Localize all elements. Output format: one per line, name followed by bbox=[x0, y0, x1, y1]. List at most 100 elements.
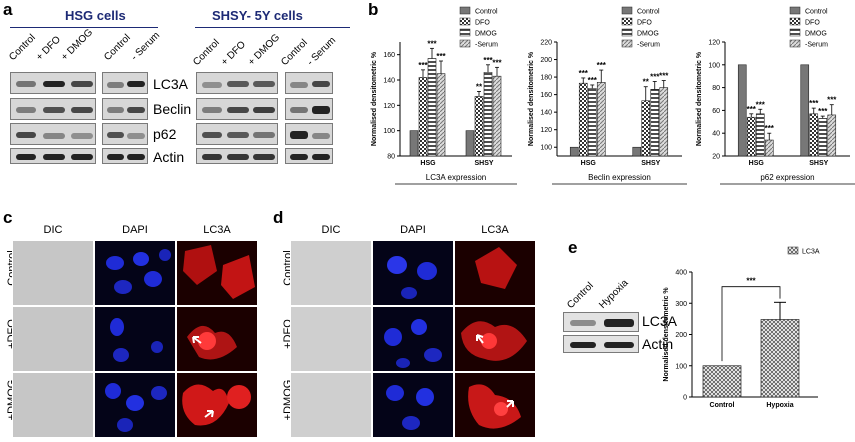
bar bbox=[596, 82, 606, 157]
micrograph-dic-control bbox=[290, 240, 372, 306]
significance-mark: *** bbox=[650, 72, 660, 81]
x-tick-label: HSG bbox=[420, 160, 436, 167]
bar bbox=[760, 319, 800, 398]
bar bbox=[578, 82, 588, 157]
micrograph-dapi-dfo bbox=[372, 306, 454, 372]
bar bbox=[632, 146, 642, 157]
chart-lc3a-expression: 80 100 120 140 160 Normalised densitometric %… bbox=[371, 6, 517, 185]
y-tick-label: 200 bbox=[540, 57, 552, 64]
legend-label: DMOG bbox=[637, 31, 659, 38]
significance-mark: *** bbox=[827, 96, 837, 105]
row-label-actin: Actin bbox=[153, 149, 185, 165]
legend-label: DFO bbox=[805, 20, 820, 27]
significance-bracket bbox=[721, 286, 781, 362]
bar bbox=[569, 146, 579, 157]
significance-mark: ** bbox=[643, 78, 650, 87]
legend-label: DFO bbox=[637, 20, 652, 27]
legend-swatch bbox=[621, 17, 633, 26]
panel-label-e: e bbox=[568, 238, 578, 257]
significance-mark: *** bbox=[818, 107, 828, 116]
significance-mark: *** bbox=[427, 39, 437, 48]
legend-label: -Serum bbox=[637, 42, 660, 49]
bar bbox=[436, 73, 446, 157]
legend-label: Control bbox=[637, 9, 660, 16]
x-tick-label: HSG bbox=[749, 160, 765, 167]
y-tick-label: 60 bbox=[712, 108, 720, 115]
y-tick-label: 100 bbox=[383, 128, 395, 135]
legend-label: -Serum bbox=[805, 42, 828, 49]
bar bbox=[427, 58, 437, 157]
col-header-dic: DIC bbox=[321, 224, 341, 236]
blot-hsg-lc3a bbox=[10, 72, 96, 94]
legend-label: DMOG bbox=[805, 31, 827, 38]
y-axis-label: Normalised densitometric % bbox=[371, 51, 378, 146]
row-label-beclin: Beclin bbox=[153, 101, 192, 117]
blot-e-actin bbox=[563, 335, 639, 353]
significance-mark: *** bbox=[418, 61, 428, 70]
bar bbox=[702, 365, 742, 398]
panel-label-b: b bbox=[368, 0, 379, 19]
micrograph-dic-dmog bbox=[12, 372, 94, 438]
bar bbox=[650, 89, 660, 157]
y-tick-label: 140 bbox=[540, 110, 552, 117]
legend-label: Control bbox=[475, 9, 498, 16]
x-tick-label: SHSY bbox=[641, 160, 660, 167]
legend-label: -Serum bbox=[475, 42, 498, 49]
y-tick-label: 140 bbox=[383, 78, 395, 85]
y-axis-label: Normalised densitometric % bbox=[663, 287, 670, 382]
micrograph-lc3a-dmog bbox=[454, 372, 536, 438]
legend-swatch bbox=[459, 17, 471, 26]
micrograph-dapi-dmog bbox=[94, 372, 176, 438]
col-header-dic: DIC bbox=[43, 224, 63, 236]
x-tick-label: Hypoxia bbox=[766, 402, 793, 409]
bar bbox=[659, 87, 669, 157]
significance-mark: ** bbox=[476, 82, 483, 91]
bar bbox=[409, 130, 419, 157]
legend-label: LC3A bbox=[802, 249, 820, 256]
y-tick-label: 400 bbox=[675, 270, 687, 277]
legend-swatch bbox=[621, 6, 633, 15]
micrograph-dic-control bbox=[12, 240, 94, 306]
micrograph-dapi-dmog bbox=[372, 372, 454, 438]
bar bbox=[587, 88, 597, 157]
x-axis-label: p62 expression bbox=[760, 173, 814, 182]
col-header-dapi: DAPI bbox=[122, 224, 148, 236]
legend-label: DMOG bbox=[475, 31, 497, 38]
y-tick-label: 80 bbox=[712, 85, 720, 92]
bar bbox=[492, 75, 502, 157]
x-axis-label: Beclin expression bbox=[588, 173, 651, 182]
bar bbox=[755, 113, 765, 157]
significance-mark: *** bbox=[659, 72, 669, 81]
row-label-lc3a: LC3A bbox=[642, 313, 678, 329]
panel-label-d: d bbox=[273, 208, 284, 227]
blot-shsy-beclin-serum bbox=[285, 98, 333, 120]
y-axis-label: Normalised densitometric % bbox=[528, 51, 535, 146]
panel-label-a: a bbox=[3, 0, 13, 19]
hsg-title-underline bbox=[10, 27, 158, 28]
chart-beclin-expression: 100 120 140 160 180 200 220 Normalised densitom… bbox=[528, 6, 687, 185]
blot-shsy-p62 bbox=[196, 123, 278, 145]
micrograph-dapi-dfo bbox=[94, 306, 176, 372]
micrograph-lc3a-dmog bbox=[176, 372, 258, 438]
col-header-lc3a: LC3A bbox=[203, 224, 231, 236]
arrow-icon bbox=[192, 336, 202, 344]
bar bbox=[465, 130, 475, 157]
y-tick-label: 20 bbox=[712, 154, 720, 161]
blot-shsy-actin bbox=[196, 148, 278, 164]
micrograph-dic-dfo bbox=[290, 306, 372, 372]
significance-mark: *** bbox=[747, 105, 757, 114]
shsy-title-underline bbox=[195, 27, 350, 28]
significance-mark: *** bbox=[436, 52, 446, 61]
blot-shsy-lc3a bbox=[196, 72, 278, 94]
micrograph-lc3a-control bbox=[176, 240, 258, 306]
y-tick-label: 120 bbox=[708, 40, 720, 47]
x-tick-label: SHSY bbox=[474, 160, 493, 167]
shsy-cells-title: SHSY- 5Y cells bbox=[212, 8, 303, 23]
blot-hsg-p62 bbox=[10, 123, 96, 145]
blot-hsg-actin bbox=[10, 148, 96, 164]
legend-swatch bbox=[789, 39, 801, 48]
chart-lc3a-hypoxia: 0 100 200 300 400 Normalised densitometric % C… bbox=[663, 246, 820, 409]
micrograph-dapi-control bbox=[372, 240, 454, 306]
y-tick-label: 100 bbox=[675, 363, 687, 370]
significance-mark: *** bbox=[597, 61, 607, 70]
